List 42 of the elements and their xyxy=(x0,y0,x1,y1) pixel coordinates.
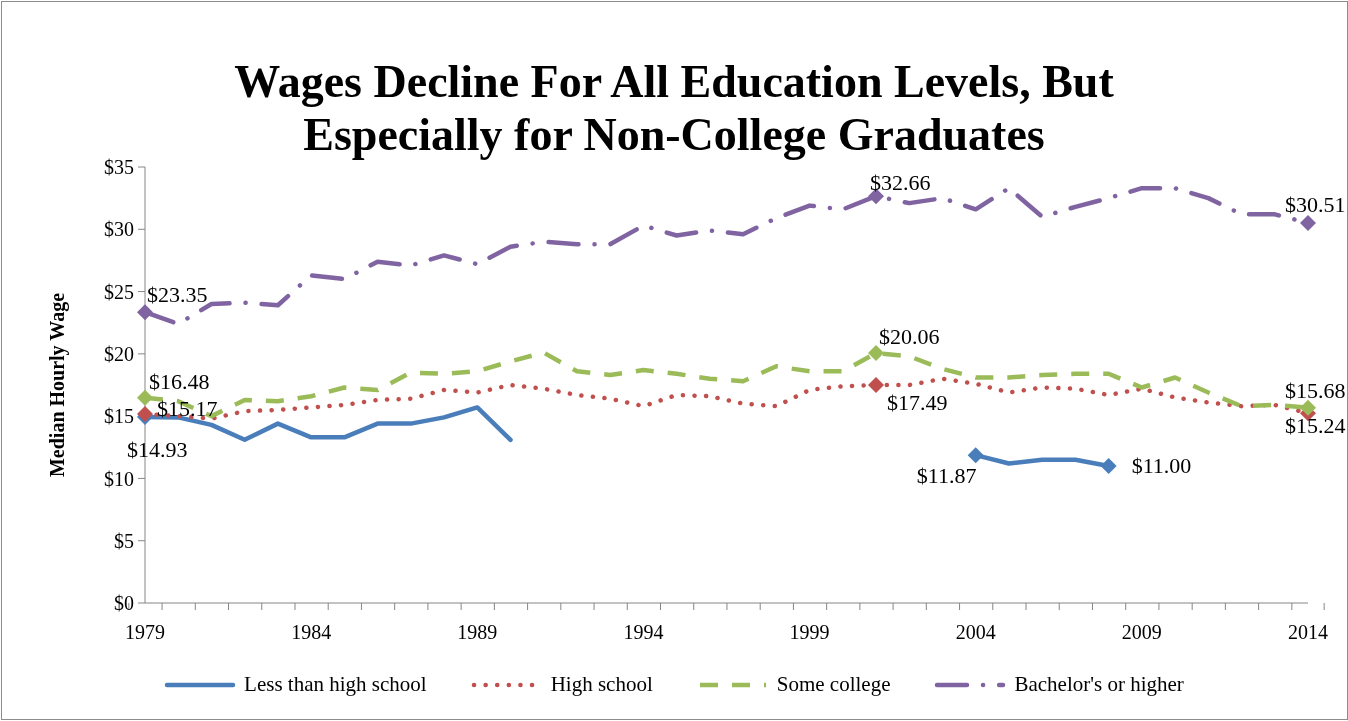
x-tick-label: 1989 xyxy=(457,621,498,643)
x-tick-label: 1999 xyxy=(789,621,830,643)
point xyxy=(1100,457,1117,474)
legend-label: High school xyxy=(550,672,653,697)
y-tick-label: $15 xyxy=(104,405,134,428)
x-tick-label: 1984 xyxy=(291,621,332,643)
data-label: $16.48 xyxy=(149,368,210,394)
x-tick-label: 2004 xyxy=(955,621,996,643)
x-tick-label: 2014 xyxy=(1288,621,1328,643)
chart-title: Wages Decline For All Education Levels, But Especially for Non-College Graduates xyxy=(233,55,1115,161)
data-label: $11.00 xyxy=(1131,452,1192,478)
point xyxy=(1300,399,1316,416)
y-tick-label: $30 xyxy=(104,218,134,241)
point xyxy=(137,304,153,321)
legend-label: Bachelor's or higher xyxy=(1014,672,1184,697)
point xyxy=(868,377,885,394)
y-tick-label: $25 xyxy=(104,280,134,303)
x-tick-label: 1979 xyxy=(125,621,165,643)
data-label: $11.87 xyxy=(916,463,977,489)
x-tick-label: 2009 xyxy=(1121,621,1162,643)
x-tick-label: 1994 xyxy=(623,621,664,643)
data-label: $17.49 xyxy=(887,390,948,416)
data-label: $30.51 xyxy=(1285,191,1346,217)
y-tick-label: $0 xyxy=(114,592,134,615)
data-label: $32.66 xyxy=(870,170,931,196)
legend-label: Some college xyxy=(776,672,891,697)
data-label: $15.24 xyxy=(1285,413,1346,439)
point xyxy=(137,389,153,406)
data-label: $20.06 xyxy=(879,324,940,350)
point xyxy=(868,345,885,362)
data-label: $15.68 xyxy=(1285,377,1346,403)
y-tick-label: $20 xyxy=(104,342,134,365)
y-tick-label: $10 xyxy=(104,467,134,490)
data-label: $14.93 xyxy=(127,437,188,463)
point xyxy=(1300,214,1316,231)
data-label: $23.35 xyxy=(147,282,208,308)
legend-label: Less than high school xyxy=(244,672,427,697)
y-axis-title: Median Hourly Wage xyxy=(45,292,69,478)
y-tick-label: $35 xyxy=(104,156,134,179)
y-tick-label: $5 xyxy=(114,529,134,552)
point xyxy=(967,447,984,464)
data-label: $15.17 xyxy=(157,396,218,422)
